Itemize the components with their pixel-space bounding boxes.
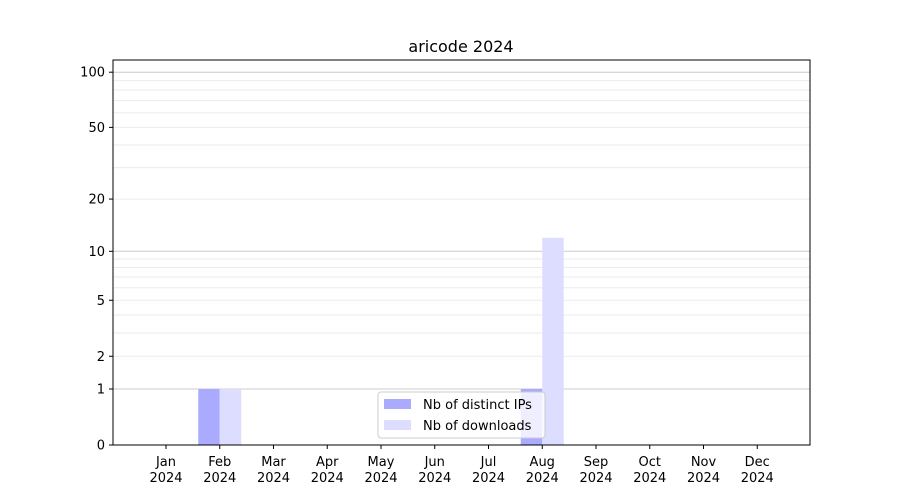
x-tick-label: Oct xyxy=(639,455,661,470)
y-tick-label: 100 xyxy=(80,66,105,81)
x-tick-label: Sep xyxy=(584,455,609,470)
y-tick-label: 10 xyxy=(88,245,105,260)
x-tick-label: Jan xyxy=(155,455,176,470)
x-tick-label-year: 2024 xyxy=(149,471,182,486)
y-tick-label: 5 xyxy=(97,294,105,309)
x-tick-label-year: 2024 xyxy=(203,471,236,486)
axes-frame xyxy=(112,59,811,446)
x-tick-label-year: 2024 xyxy=(472,471,505,486)
x-tick-label-year: 2024 xyxy=(311,471,344,486)
x-tick-label: Mar xyxy=(261,455,286,470)
legend-label-ips: Nb of distinct IPs xyxy=(423,398,532,413)
x-tick-label-year: 2024 xyxy=(687,471,720,486)
legend-box xyxy=(377,391,546,439)
x-tick-label-year: 2024 xyxy=(364,471,397,486)
x-tick-label: Nov xyxy=(691,455,717,470)
legend-swatch-downloads xyxy=(384,420,411,430)
x-tick-label: Jul xyxy=(480,455,497,470)
x-tick-label: Aug xyxy=(530,455,555,470)
x-tick-label-year: 2024 xyxy=(418,471,451,486)
x-tick-label: Feb xyxy=(208,455,231,470)
x-tick-label: Jun xyxy=(424,455,445,470)
x-tick-label-year: 2024 xyxy=(526,471,559,486)
x-tick-label-year: 2024 xyxy=(257,471,290,486)
x-tick-label-year: 2024 xyxy=(741,471,774,486)
x-tick-label: May xyxy=(368,455,395,470)
y-tick-label: 2 xyxy=(97,350,105,365)
y-tick-label: 20 xyxy=(88,193,105,208)
x-tick-label-year: 2024 xyxy=(633,471,666,486)
bar-distinct-ips xyxy=(198,389,220,445)
bar-downloads xyxy=(219,389,242,445)
legend-label-downloads: Nb of downloads xyxy=(423,419,532,434)
x-tick-label: Apr xyxy=(316,455,339,470)
legend-swatch-ips xyxy=(384,399,411,409)
x-tick-label-year: 2024 xyxy=(579,471,612,486)
y-tick-label: 1 xyxy=(97,383,105,398)
y-tick-label: 50 xyxy=(88,121,105,136)
x-tick-label: Dec xyxy=(745,455,770,470)
bar-downloads xyxy=(542,237,564,445)
chart-title: aricode 2024 xyxy=(408,37,513,56)
y-tick-label: 0 xyxy=(97,439,105,454)
legend: Nb of distinct IPs Nb of downloads xyxy=(377,391,546,439)
